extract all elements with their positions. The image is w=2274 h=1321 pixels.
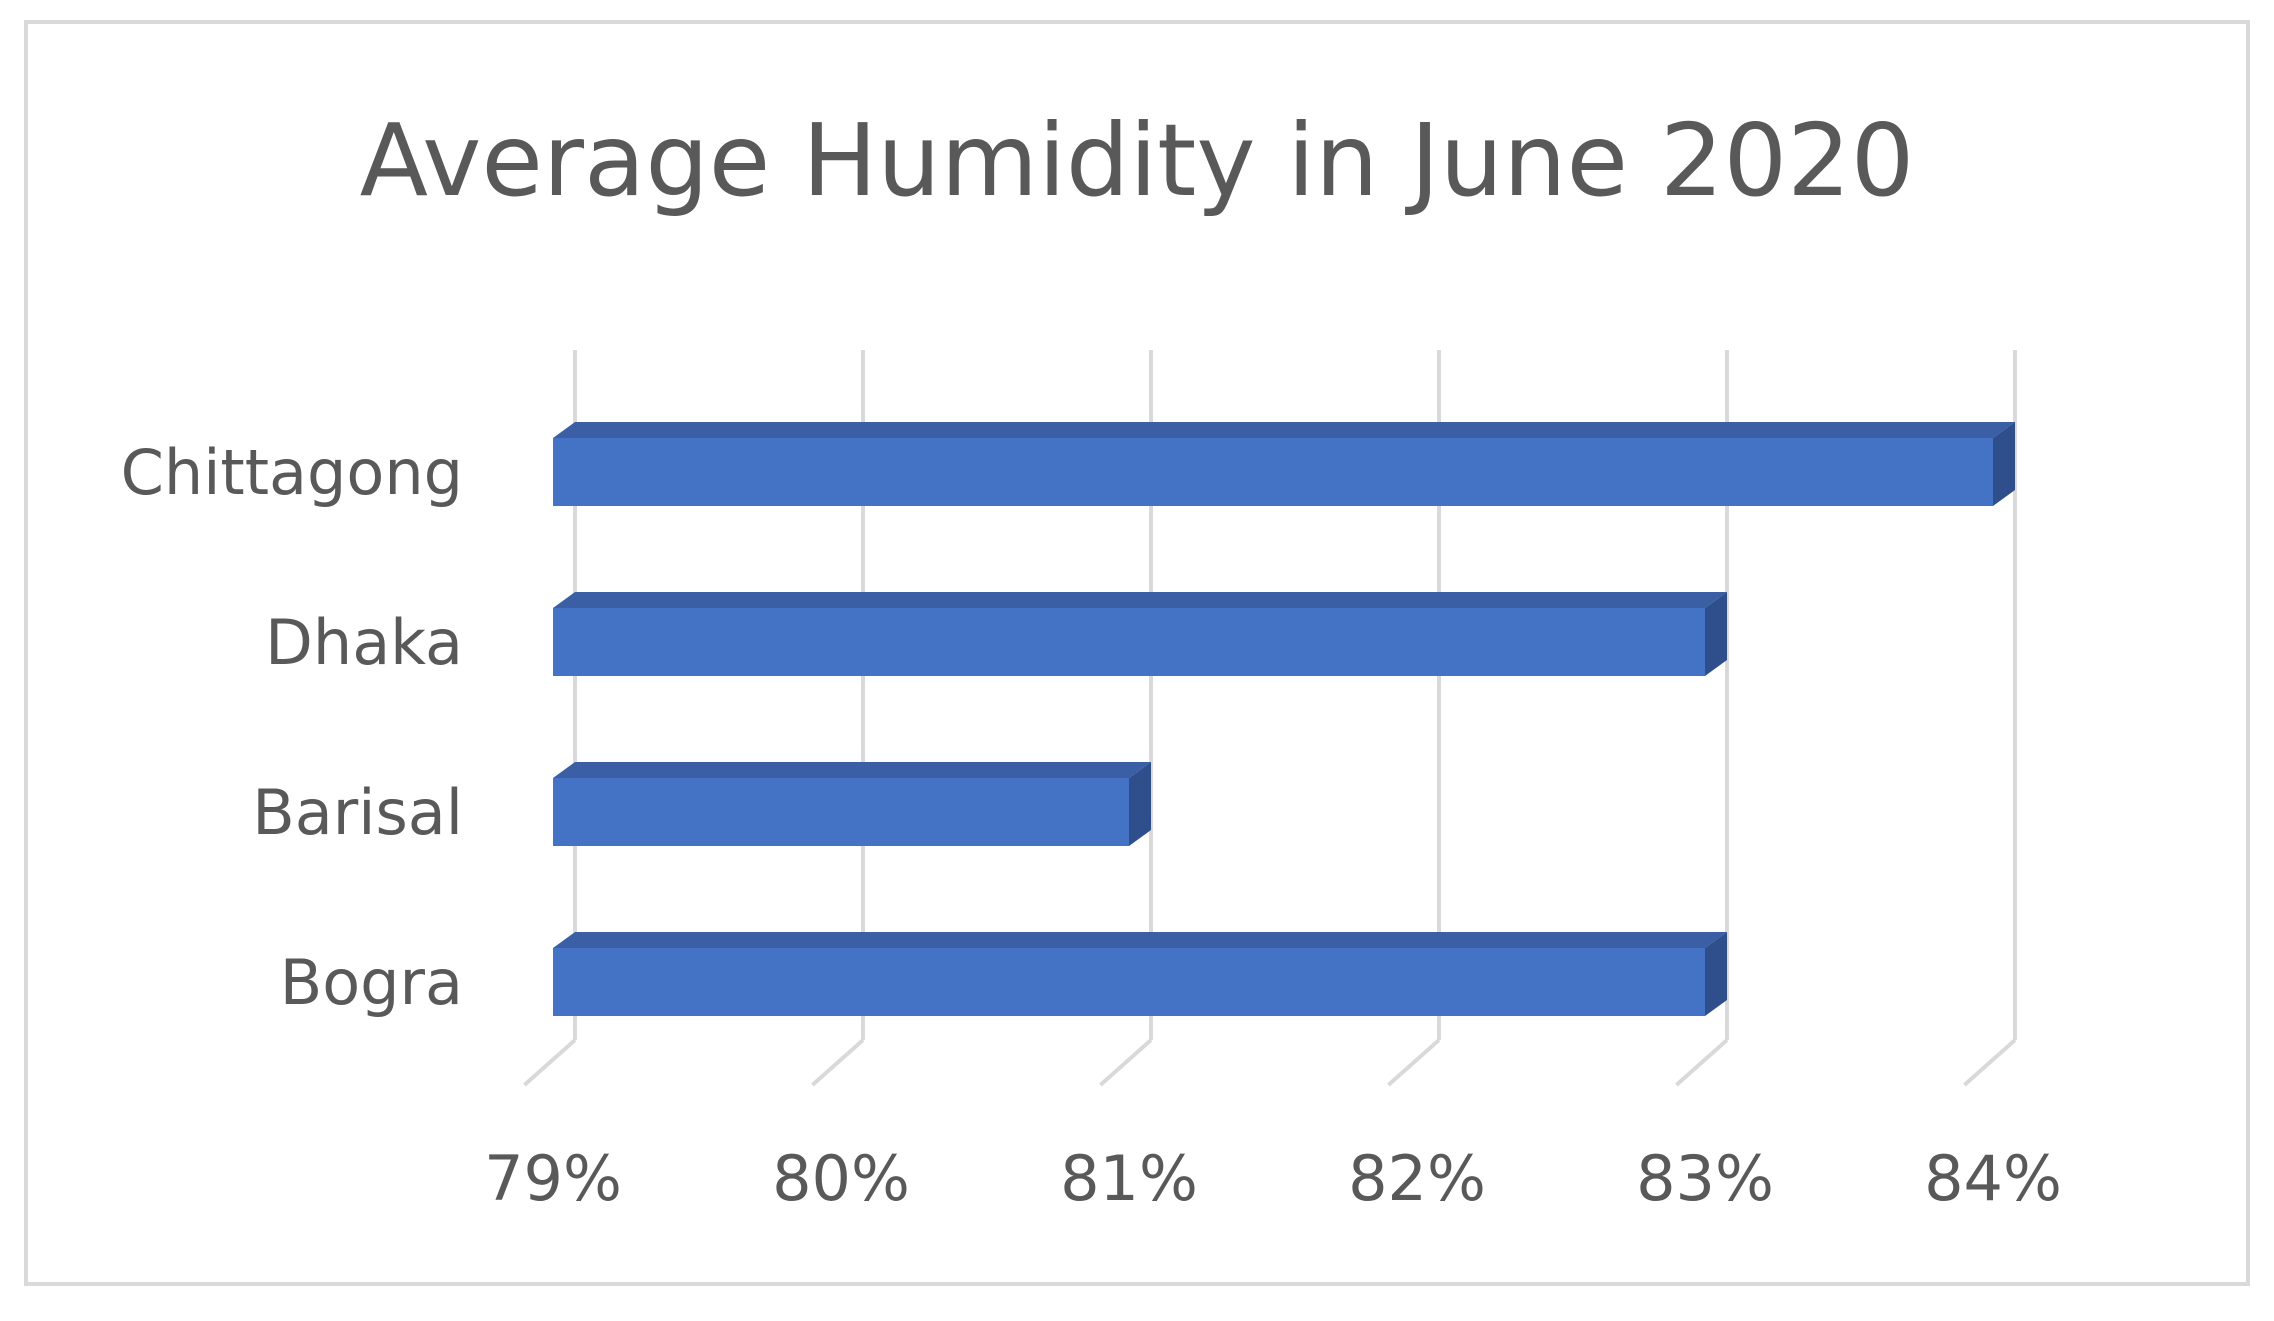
x-tick-label: 81% [1060, 1142, 1198, 1215]
bars [553, 422, 2015, 1016]
x-tick-label: 80% [772, 1142, 910, 1215]
category-label: Dhaka [265, 606, 463, 679]
chart-title: Average Humidity in June 2020 [360, 102, 1915, 219]
bar [553, 762, 1151, 846]
bar [553, 422, 2015, 506]
category-label: Barisal [252, 776, 463, 849]
x-axis-tick-labels: 79% 80% 81% 82% 83% 84% [484, 1142, 2062, 1215]
category-label: Bogra [280, 946, 463, 1019]
category-label: Chittagong [121, 436, 463, 509]
bar [553, 932, 1727, 1016]
x-tick-label: 82% [1348, 1142, 1486, 1215]
x-tick-label: 83% [1636, 1142, 1774, 1215]
category-labels: Chittagong Dhaka Barisal Bogra [121, 436, 463, 1019]
x-tick-label: 79% [484, 1142, 622, 1215]
x-tick-label: 84% [1924, 1142, 2062, 1215]
bar [553, 592, 1727, 676]
